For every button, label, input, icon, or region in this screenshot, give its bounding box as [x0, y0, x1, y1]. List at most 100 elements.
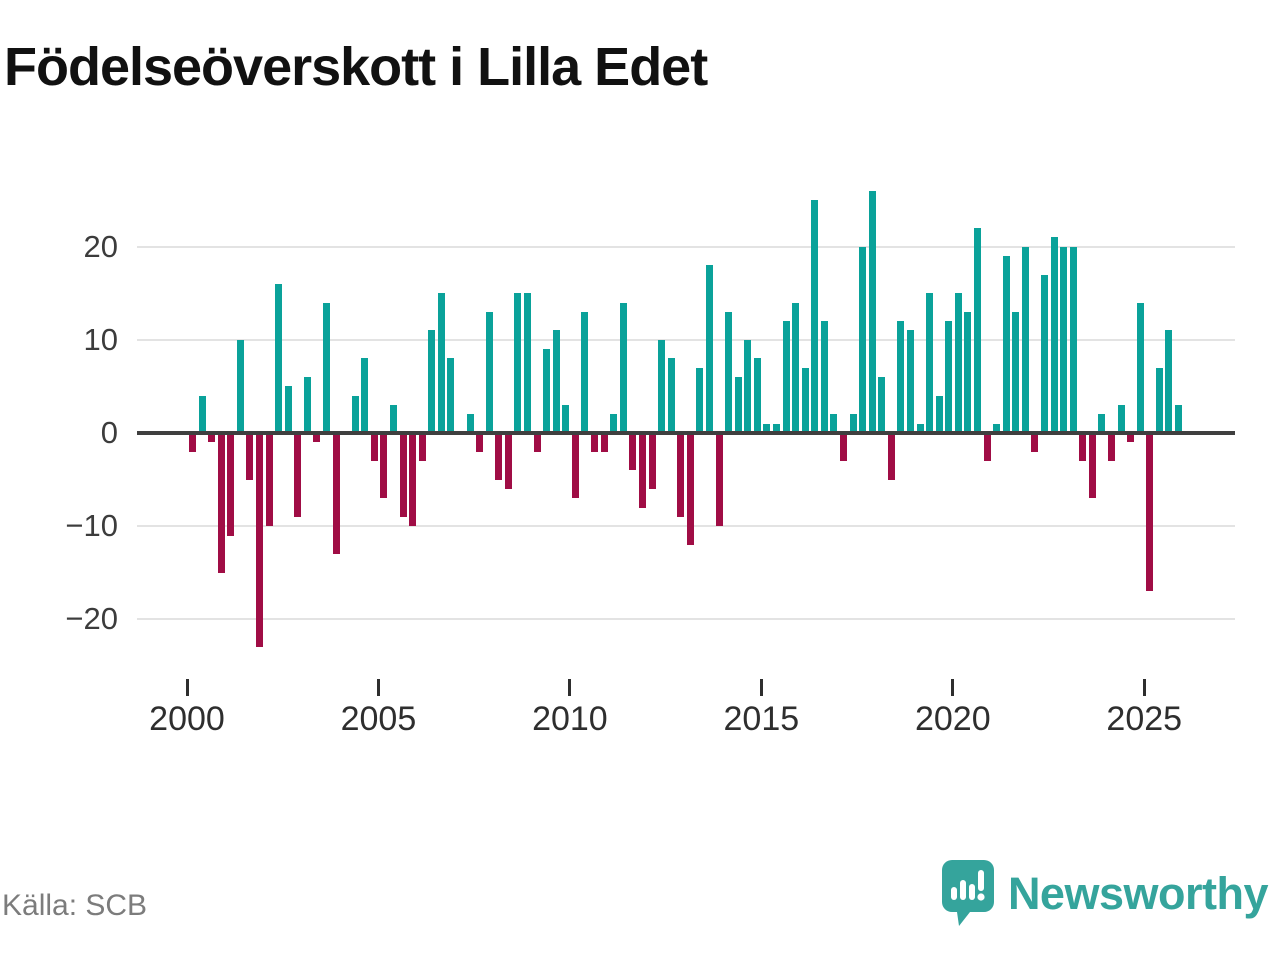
bar-2003Q1	[303, 377, 311, 433]
bar-2005Q1	[380, 433, 388, 499]
bar-2007Q4	[485, 311, 493, 433]
bar-2016Q3	[820, 321, 828, 433]
bar-2015Q2	[772, 423, 780, 433]
bar-2017Q2	[849, 414, 857, 433]
bar-2017Q1	[839, 433, 847, 461]
x-axis-tick	[759, 679, 763, 696]
bar-2001Q3	[246, 433, 254, 480]
bar-2005Q2	[390, 405, 398, 433]
bar-2009Q1	[533, 433, 541, 452]
bar-2012Q4	[677, 433, 685, 517]
y-axis-tick-label: −20	[65, 601, 118, 637]
bar-2005Q4	[409, 433, 417, 527]
x-axis-tick	[951, 679, 955, 696]
bar-2015Q1	[763, 423, 771, 433]
bar-2013Q2	[696, 367, 704, 433]
bar-2017Q3	[859, 246, 867, 433]
x-axis-tick	[568, 679, 572, 696]
grid-line	[137, 618, 1235, 621]
bar-2013Q3	[705, 265, 713, 433]
grid-line	[137, 245, 1235, 248]
bar-2003Q2	[313, 433, 321, 443]
bar-2007Q3	[476, 433, 484, 452]
grid-line	[137, 338, 1235, 341]
y-axis-tick-label: −10	[65, 508, 118, 544]
x-axis-tick-label: 2000	[149, 700, 225, 738]
bar-2011Q1	[610, 414, 618, 433]
bar-2010Q4	[600, 433, 608, 452]
bar-2008Q1	[495, 433, 503, 480]
bar-2025Q2	[1155, 367, 1163, 433]
bar-2001Q4	[256, 433, 263, 648]
bar-2021Q3	[1012, 311, 1020, 433]
bar-2001Q1	[227, 433, 235, 536]
bar-2000Q3	[208, 433, 216, 443]
bar-2006Q1	[418, 433, 426, 461]
bar-2010Q1	[571, 433, 579, 499]
bar-2007Q2	[466, 414, 474, 433]
bar-2004Q2	[351, 395, 359, 433]
bar-2008Q3	[514, 293, 522, 433]
bar-2022Q3	[1050, 237, 1058, 433]
bar-2001Q2	[236, 339, 244, 433]
bar-2002Q2	[275, 283, 283, 433]
bar-2014Q2	[734, 377, 742, 433]
bar-2012Q3	[667, 358, 675, 433]
bar-2004Q3	[361, 358, 369, 433]
y-axis-tick-label: 20	[83, 228, 118, 264]
bar-2009Q3	[552, 330, 560, 433]
x-axis-tick-label: 2005	[340, 700, 417, 738]
bar-2022Q1	[1031, 433, 1039, 452]
bar-2009Q2	[543, 349, 551, 433]
x-axis-tick-label: 2015	[723, 700, 800, 738]
x-axis-tick-label: 2025	[1106, 700, 1183, 738]
bar-2021Q2	[1002, 255, 1010, 433]
bar-2012Q2	[658, 339, 666, 433]
bar-2024Q4	[1136, 302, 1144, 433]
x-axis-zero-line	[137, 431, 1235, 435]
bar-2019Q4	[945, 321, 953, 433]
bar-2000Q1	[189, 433, 196, 452]
bar-2018Q3	[897, 321, 905, 433]
bar-chart-plot: 20 10 0 −10 −20 2000 2005 2010 2015 2020 2025	[65, 190, 1235, 738]
x-axis-tick-label: 2020	[914, 700, 991, 738]
bar-2018Q1	[878, 377, 886, 433]
x-axis-tick-label: 2010	[532, 700, 608, 738]
bar-2016Q2	[811, 200, 819, 433]
x-axis-tick	[376, 679, 380, 696]
bar-2015Q4	[792, 302, 800, 433]
bar-2023Q1	[1069, 246, 1077, 433]
bar-2023Q2	[1079, 433, 1087, 461]
bar-2022Q4	[1060, 246, 1068, 433]
bar-2008Q2	[504, 433, 512, 489]
bar-2021Q1	[993, 423, 1001, 433]
source-note: Källa: SCB	[2, 889, 148, 922]
bar-2006Q2	[428, 330, 436, 433]
x-axis-tick	[1142, 679, 1146, 696]
bar-2023Q4	[1098, 414, 1106, 433]
newsworthy-brand: Newsworthy	[941, 860, 1269, 928]
bar-2014Q4	[753, 358, 761, 433]
bar-2003Q3	[323, 302, 331, 433]
bar-2002Q3	[284, 386, 292, 433]
bar-2020Q2	[964, 311, 972, 433]
bar-2019Q3	[935, 395, 943, 433]
bar-2000Q2	[198, 395, 206, 433]
bar-2019Q2	[926, 293, 934, 433]
bar-2019Q1	[916, 423, 924, 433]
bar-2020Q1	[954, 293, 962, 433]
bar-2004Q4	[370, 433, 378, 461]
bar-2002Q1	[265, 433, 273, 527]
chart-title: Födelseöverskott i Lilla Edet	[4, 37, 708, 97]
bar-2016Q4	[830, 414, 838, 433]
bar-2022Q2	[1040, 274, 1048, 433]
y-axis-tick-label: 10	[83, 321, 118, 357]
bar-2012Q1	[648, 433, 656, 489]
bar-2011Q2	[619, 302, 627, 433]
bar-2024Q3	[1127, 433, 1135, 443]
bar-2015Q3	[782, 321, 790, 433]
bar-2023Q3	[1088, 433, 1096, 499]
bar-2006Q3	[437, 293, 445, 433]
bar-2008Q4	[524, 293, 532, 433]
